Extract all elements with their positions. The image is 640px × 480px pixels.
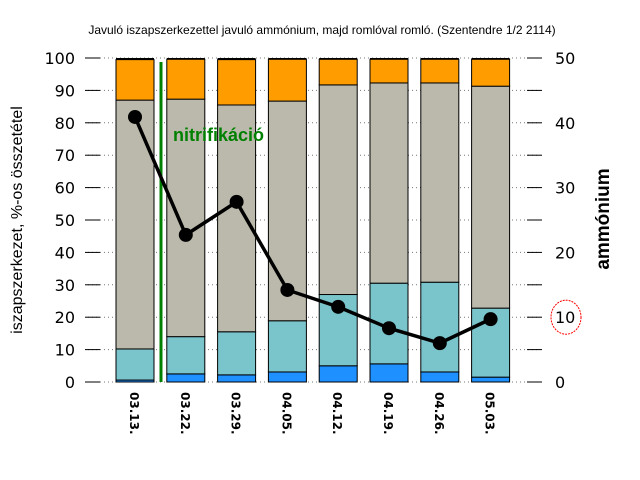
bar-segment bbox=[471, 85, 511, 309]
bar-segment-top bbox=[420, 58, 459, 60]
bar-segment bbox=[267, 320, 307, 373]
ammonium-point bbox=[178, 227, 193, 242]
y2-tick-label: 30 bbox=[555, 179, 575, 198]
bar-segment bbox=[420, 371, 460, 383]
bar-segment bbox=[369, 82, 409, 284]
x-tick-label: 04.05. bbox=[279, 392, 293, 435]
y2-tick-label: 50 bbox=[555, 49, 575, 68]
bar-segment-top bbox=[268, 58, 307, 60]
bar-segment bbox=[115, 59, 155, 101]
y-tick-label: 40 bbox=[55, 243, 75, 262]
y-tick-label: 50 bbox=[55, 211, 75, 230]
y-tick-label: 20 bbox=[55, 308, 75, 327]
ammonium-point bbox=[331, 299, 346, 314]
highlight-circle bbox=[550, 299, 582, 335]
bar-segment bbox=[115, 99, 155, 350]
ammonium-point bbox=[280, 282, 295, 297]
bar-segment bbox=[166, 98, 206, 338]
bar-segment bbox=[166, 373, 206, 383]
bar-segment-top bbox=[370, 58, 408, 60]
bar-segment bbox=[420, 281, 460, 373]
bar-segment bbox=[369, 58, 409, 84]
y2-tick-label: 40 bbox=[555, 114, 575, 133]
chart-title: Javuló iszapszerkezettel javuló ammónium… bbox=[88, 23, 555, 37]
bar-segment bbox=[369, 363, 409, 383]
x-tick-label: 04.26. bbox=[432, 392, 446, 435]
bar-segment bbox=[471, 376, 511, 383]
ammonium-line bbox=[133, 116, 492, 345]
x-tick-label: 05.03. bbox=[483, 392, 497, 435]
y2-tick-label: 0 bbox=[555, 373, 565, 392]
y-tick-label: 10 bbox=[55, 341, 75, 360]
ammonium-point bbox=[229, 194, 244, 209]
ammonium-point bbox=[432, 336, 447, 351]
bar-segment-top bbox=[166, 58, 205, 60]
bar-segment bbox=[115, 348, 155, 381]
y-tick-label: 70 bbox=[55, 146, 75, 165]
y-tick-label: 80 bbox=[55, 114, 75, 133]
ammonium-point bbox=[128, 109, 142, 124]
bar-segment bbox=[318, 58, 358, 86]
bar-segment bbox=[420, 82, 460, 283]
bar-segment bbox=[267, 371, 307, 383]
x-tick-label: 03.22. bbox=[178, 392, 192, 435]
y2-tick-label: 20 bbox=[555, 243, 575, 262]
y2-axis-label: ammónium bbox=[593, 168, 614, 269]
bar-segment bbox=[471, 58, 511, 87]
y-tick-label: 0 bbox=[65, 373, 75, 392]
y-tick-label: 90 bbox=[55, 81, 75, 100]
bar-segment bbox=[217, 374, 257, 383]
bar-segment bbox=[217, 59, 257, 106]
y-tick-label: 100 bbox=[44, 49, 75, 68]
y-tick-label: 30 bbox=[55, 276, 75, 295]
x-tick-label: 03.29. bbox=[229, 392, 243, 435]
bar-segment-top bbox=[116, 58, 154, 60]
bar-segment bbox=[267, 58, 307, 102]
ammonium-point bbox=[382, 321, 396, 336]
bar-segment bbox=[318, 84, 358, 296]
bar-segment-top bbox=[217, 58, 256, 60]
x-tick-label: 04.19. bbox=[381, 392, 395, 435]
bar-segment bbox=[420, 58, 460, 84]
y-tick-label: 60 bbox=[55, 179, 75, 198]
y-axis-label: iszapszerkezet, %-os összetétel bbox=[9, 106, 26, 334]
x-tick-label: 03.13. bbox=[127, 392, 141, 435]
bar-segment-top bbox=[471, 58, 510, 60]
bar-segment bbox=[166, 58, 206, 100]
bar-segment bbox=[217, 331, 257, 376]
bar-segment-top bbox=[319, 58, 358, 60]
x-tick-label: 04.12. bbox=[330, 392, 344, 435]
bar-segment bbox=[318, 365, 358, 383]
nitrification-label: nitrifikáció bbox=[173, 125, 264, 145]
y2-tick-label: 10 bbox=[555, 308, 575, 327]
ammonium-point bbox=[483, 312, 498, 327]
bar-segment bbox=[166, 336, 206, 375]
